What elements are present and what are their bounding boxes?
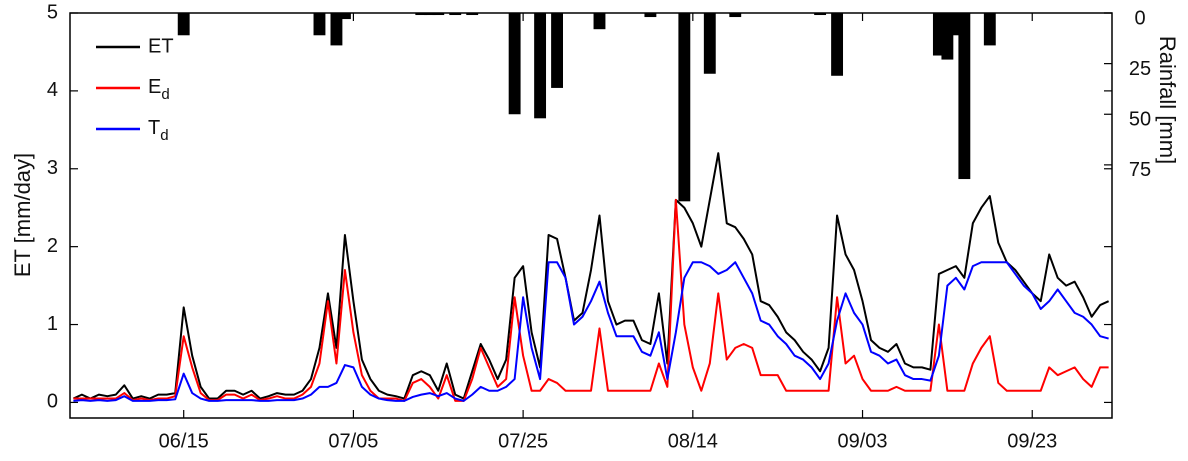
rain-bar <box>432 13 445 16</box>
y-tick-label: 3 <box>47 157 58 179</box>
line-series <box>73 261 1109 402</box>
y2-tick-label: 25 <box>1129 58 1151 80</box>
rain-bar <box>831 13 844 76</box>
rain-bar <box>177 13 190 36</box>
y-tick-label: 1 <box>47 313 58 335</box>
rain-bar <box>466 13 479 16</box>
y-tick-label: 2 <box>47 235 58 257</box>
x-tick-label: 07/05 <box>328 430 378 452</box>
x-tick-label: 06/15 <box>159 430 209 452</box>
rain-bar <box>338 13 351 20</box>
rain-bar <box>958 13 971 180</box>
rain-bar <box>703 13 716 74</box>
rain-bar <box>449 13 462 16</box>
rain-bar <box>678 13 691 202</box>
legend-label: Ed <box>148 76 170 103</box>
y2-tick-label: 50 <box>1129 109 1151 131</box>
x-tick-label: 09/23 <box>1007 430 1057 452</box>
y2-tick-label: 75 <box>1129 159 1151 181</box>
rain-bar <box>949 13 962 36</box>
plot-frame <box>69 12 1113 419</box>
rain-bar <box>932 13 945 56</box>
y2-axis-label: Rainfall [mm] <box>1155 36 1180 164</box>
legend-label: Td <box>148 117 169 144</box>
x-tick-label: 09/03 <box>837 430 887 452</box>
legend-label: ET <box>148 35 174 57</box>
rain-bar <box>644 13 657 18</box>
y-tick-label: 5 <box>47 1 58 23</box>
y2-tick-label: 0 <box>1134 7 1145 29</box>
rain-bar <box>814 13 827 16</box>
y-tick-label: 4 <box>47 79 58 101</box>
y-tick-label: 0 <box>47 391 58 413</box>
rain-bar <box>983 13 996 46</box>
rain-bar <box>941 13 954 60</box>
rain-bar <box>508 13 521 115</box>
rain-bar <box>415 13 428 16</box>
line-series <box>72 152 1110 400</box>
rain-bar <box>593 13 606 30</box>
rain-bar <box>729 13 742 18</box>
y-axis-label: ET [mm/day] <box>10 153 35 277</box>
rain-bar <box>534 13 547 119</box>
rain-bar <box>551 13 563 88</box>
rain-bar <box>330 13 343 46</box>
line-series <box>73 198 1109 402</box>
rain-bar <box>423 13 436 16</box>
x-tick-label: 08/14 <box>668 430 718 452</box>
rain-bar <box>313 13 326 36</box>
x-tick-label: 07/25 <box>498 430 548 452</box>
